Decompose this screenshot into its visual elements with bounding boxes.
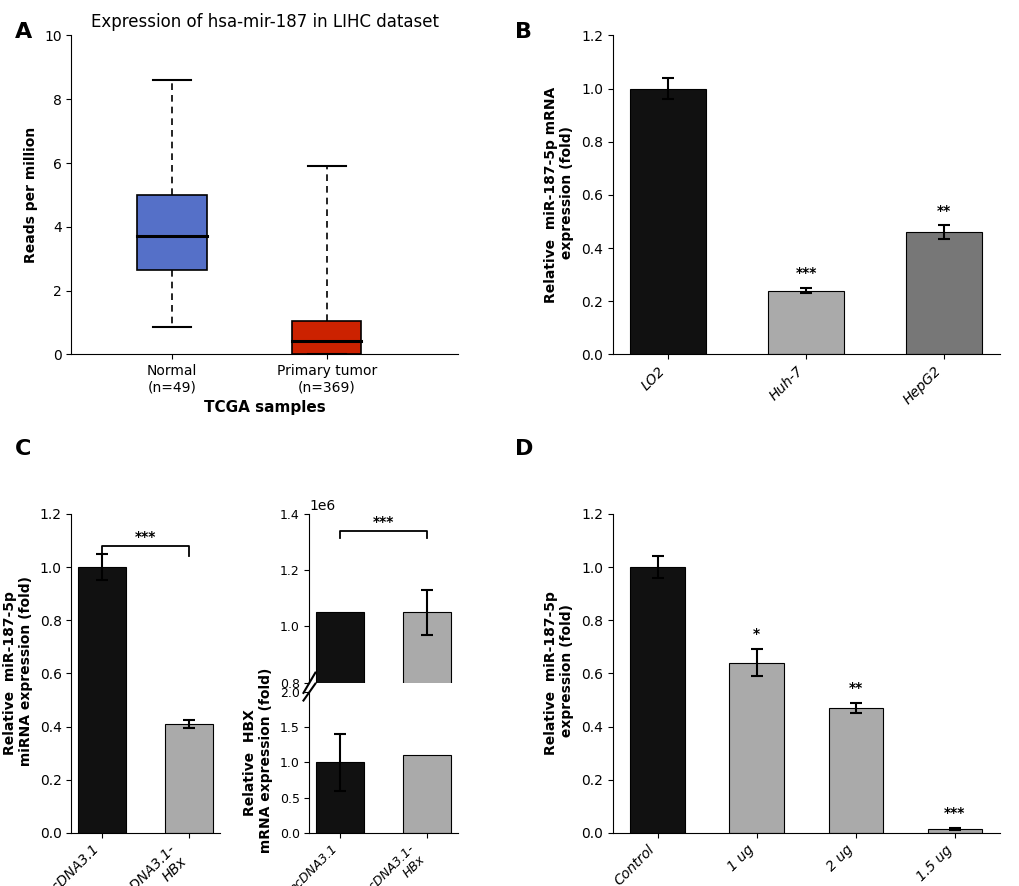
Text: ***: ***: [135, 531, 156, 544]
Text: *: *: [752, 627, 759, 641]
Y-axis label: Relative  miR-187-5p
 miRNA expression (fold): Relative miR-187-5p miRNA expression (fo…: [2, 576, 33, 771]
Y-axis label: Relative  miR-187-5p
 expression (fold): Relative miR-187-5p expression (fold): [543, 592, 574, 755]
Bar: [767, 291, 844, 354]
X-axis label: TCGA samples: TCGA samples: [204, 400, 325, 415]
Y-axis label: Reads per million: Reads per million: [24, 127, 39, 263]
Text: A: A: [15, 22, 33, 43]
Text: ***: ***: [373, 515, 394, 529]
Y-axis label: Relative  HBX
 mRNA expression (fold): Relative HBX mRNA expression (fold): [243, 667, 272, 858]
FancyBboxPatch shape: [291, 321, 361, 354]
Text: C: C: [15, 439, 32, 459]
Bar: [403, 756, 451, 833]
Bar: [630, 567, 684, 833]
Text: ***: ***: [944, 805, 965, 820]
Text: **: **: [848, 680, 862, 695]
Title: Expression of hsa-mir-187 in LIHC dataset: Expression of hsa-mir-187 in LIHC datase…: [91, 13, 438, 31]
Bar: [316, 763, 364, 833]
Y-axis label: Relative  miR-187-5p mRNA
 expression (fold): Relative miR-187-5p mRNA expression (fol…: [543, 87, 574, 303]
Bar: [630, 89, 705, 354]
Bar: [905, 232, 981, 354]
Text: ***: ***: [795, 266, 816, 280]
Bar: [926, 829, 981, 833]
Bar: [729, 663, 784, 833]
Text: **: **: [936, 204, 951, 218]
FancyBboxPatch shape: [137, 195, 207, 270]
Bar: [403, 612, 451, 886]
Text: B: B: [515, 22, 532, 43]
Bar: [165, 724, 213, 833]
Bar: [78, 567, 126, 833]
Bar: [316, 612, 364, 886]
Text: D: D: [515, 439, 533, 459]
Bar: [827, 708, 882, 833]
